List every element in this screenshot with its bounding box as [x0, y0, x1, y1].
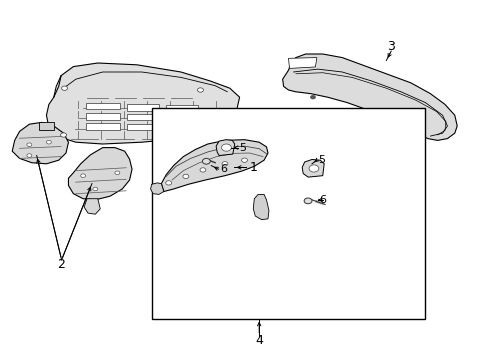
Text: 6: 6	[220, 164, 226, 174]
Circle shape	[200, 168, 205, 172]
Polygon shape	[253, 194, 268, 220]
Polygon shape	[39, 122, 54, 130]
Circle shape	[197, 88, 203, 92]
Polygon shape	[68, 148, 132, 200]
Text: 3: 3	[386, 40, 394, 53]
Circle shape	[61, 133, 66, 137]
Bar	[85, 103, 120, 109]
Bar	[127, 104, 159, 111]
Circle shape	[115, 171, 120, 175]
Circle shape	[207, 129, 213, 134]
Text: 2: 2	[57, 258, 65, 271]
Circle shape	[165, 181, 171, 185]
Text: 5: 5	[317, 155, 324, 165]
Circle shape	[241, 158, 247, 162]
Circle shape	[46, 140, 51, 144]
Bar	[85, 113, 120, 120]
Polygon shape	[161, 140, 267, 192]
Bar	[166, 105, 198, 112]
Polygon shape	[150, 183, 163, 194]
Circle shape	[308, 165, 318, 172]
Circle shape	[202, 158, 210, 164]
Bar	[166, 125, 198, 131]
Bar	[127, 124, 159, 130]
Circle shape	[81, 174, 85, 177]
Text: 5: 5	[239, 143, 246, 153]
Circle shape	[93, 187, 98, 191]
Circle shape	[222, 162, 227, 166]
Polygon shape	[84, 199, 100, 214]
Polygon shape	[46, 63, 239, 144]
Polygon shape	[12, 122, 68, 164]
Circle shape	[310, 95, 315, 99]
Circle shape	[221, 144, 231, 151]
Polygon shape	[302, 159, 324, 177]
Bar	[151, 108, 425, 319]
Polygon shape	[282, 54, 456, 140]
Circle shape	[27, 143, 32, 147]
Text: 4: 4	[255, 334, 263, 347]
Bar	[166, 115, 198, 121]
Bar	[85, 123, 120, 130]
Polygon shape	[288, 58, 316, 68]
Text: 6: 6	[319, 195, 325, 205]
Bar	[127, 114, 159, 120]
Circle shape	[304, 198, 311, 204]
Text: 1: 1	[249, 161, 257, 174]
Circle shape	[27, 154, 32, 157]
Circle shape	[183, 174, 188, 179]
Polygon shape	[216, 140, 234, 156]
Circle shape	[61, 86, 67, 90]
